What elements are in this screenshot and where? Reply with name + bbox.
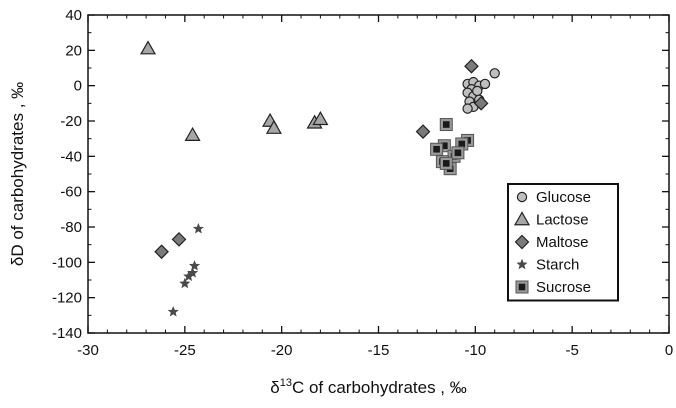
sucrose-point <box>430 142 444 156</box>
lactose-point <box>265 119 282 134</box>
x-axis-title-suffix: C of carbohydrates , ‰ <box>292 378 467 397</box>
y-tick-label: -140 <box>52 325 82 342</box>
sucrose-point-core <box>458 140 466 148</box>
glucose-point <box>489 68 500 79</box>
lactose-point <box>184 126 201 141</box>
legend-starch-marker <box>516 258 528 270</box>
x-axis-title: δ13C of carbohydrates , ‰ <box>270 377 467 397</box>
lactose-point <box>312 111 329 126</box>
y-axis-title: δD of carbohydrates , ‰ <box>8 82 27 266</box>
x-tick-label: 0 <box>665 342 673 359</box>
sucrose-point-core <box>442 121 450 128</box>
x-axis-title-superscript: 13 <box>280 377 292 389</box>
glucose-point <box>472 85 483 97</box>
starch-point <box>183 270 195 282</box>
sucrose-point-core <box>442 160 450 167</box>
data-points <box>140 40 500 317</box>
axis-ticks <box>87 14 670 334</box>
legend-lactose-marker <box>513 211 531 226</box>
y-tick-label: -20 <box>60 113 82 130</box>
sucrose-point-core <box>441 142 448 150</box>
legend-sucrose-marker <box>515 280 529 294</box>
maltose-point <box>154 244 169 260</box>
lactose-point <box>140 40 157 55</box>
legend-sucrose-marker-core <box>518 283 526 291</box>
y-tick-label: 0 <box>74 78 82 95</box>
maltose-point <box>464 58 479 74</box>
glucose-point <box>479 78 491 90</box>
maltose-point <box>415 124 431 139</box>
legend-lactose-label: Lactose <box>536 212 589 229</box>
glucose-point <box>462 103 473 114</box>
legend-glucose-marker <box>516 191 528 203</box>
x-tick-label: -5 <box>565 342 578 359</box>
starch-point <box>188 260 201 271</box>
axis-tick-labels: -30 -25 -20 -15 -10 -5 0 40 20 0 -20 -40 -60 -80 -100 -… <box>52 7 673 359</box>
y-tick-label: 20 <box>65 42 82 59</box>
sucrose-point-core <box>454 149 462 157</box>
legend-maltose-label: Maltose <box>536 234 589 251</box>
sucrose-point <box>451 146 465 160</box>
legend-maltose-marker <box>514 234 530 250</box>
legend-starch-label: Starch <box>536 257 579 274</box>
x-axis-title-prefix: δ <box>270 378 279 397</box>
y-tick-label: -100 <box>52 254 82 271</box>
legend-glucose-label: Glucose <box>536 189 591 206</box>
maltose-point <box>171 232 187 247</box>
legend-sucrose-label: Sucrose <box>536 279 591 296</box>
y-tick-label: -80 <box>60 219 82 236</box>
legend: Glucose Lactose Maltose Starch Sucrose <box>507 183 619 302</box>
y-tick-label: -60 <box>60 184 82 201</box>
maltose-point <box>473 95 489 111</box>
starch-point <box>179 277 191 289</box>
x-tick-label: -15 <box>368 342 390 359</box>
x-tick-label: -25 <box>174 342 196 359</box>
sucrose-point <box>439 156 453 170</box>
x-tick-label: -20 <box>271 342 293 359</box>
starch-point <box>167 305 179 317</box>
y-tick-label: -40 <box>60 148 82 165</box>
x-tick-label: -30 <box>77 342 99 359</box>
sucrose-point <box>439 118 453 132</box>
starch-point <box>192 222 204 234</box>
y-tick-label: -120 <box>52 290 82 307</box>
x-tick-label: -10 <box>464 342 486 359</box>
sucrose-point-core <box>433 145 440 153</box>
y-tick-label: 40 <box>65 7 82 24</box>
